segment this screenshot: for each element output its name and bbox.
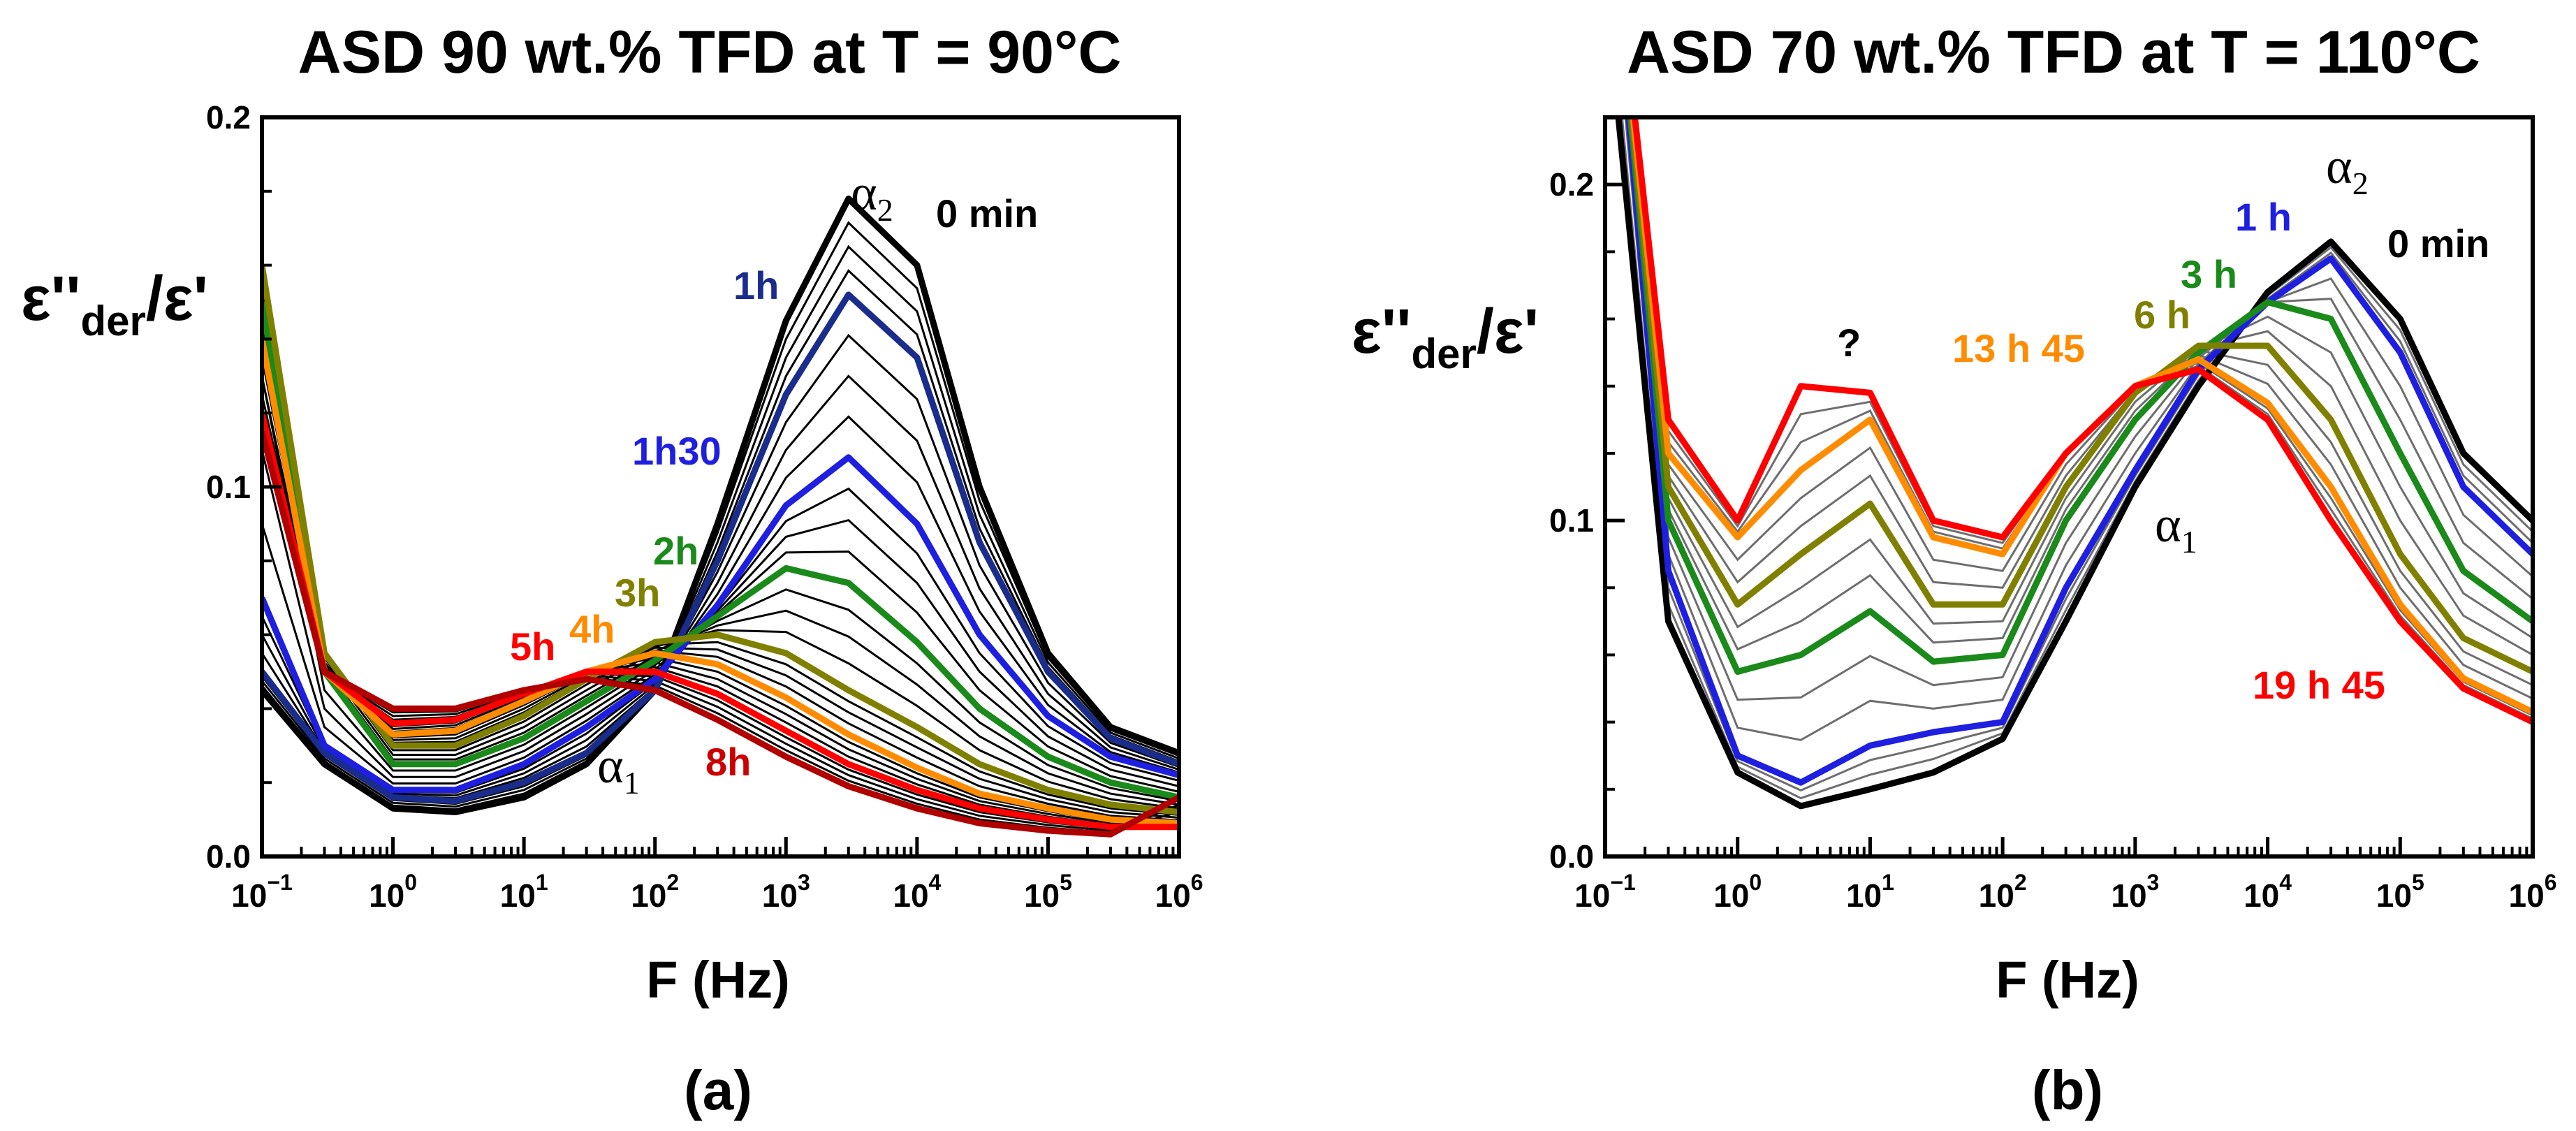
panel-b-x-tick-label: 102 bbox=[1979, 870, 2027, 914]
panel-a-series-0-min bbox=[262, 195, 1179, 815]
panel-b-plot-area bbox=[1615, 117, 2533, 810]
panel-a-annotation-2h: 2h bbox=[653, 529, 698, 573]
panel-a-x-tick-label: 106 bbox=[1155, 870, 1203, 914]
panel-b-alpha1-label: α1 bbox=[2155, 497, 2197, 560]
panel-a-x-tick-label: 102 bbox=[631, 870, 679, 914]
panel-a-intermediate-curve bbox=[262, 283, 1179, 806]
panel-b-ticks: 10−1 100 101 102 103 104 105 106 0.0 0.1 0.2 bbox=[1549, 116, 2557, 914]
panel-a-series-4h bbox=[262, 338, 1179, 826]
panel-a-intermediate-curve bbox=[262, 375, 1179, 826]
panel-b-y-tick-label: 0.2 bbox=[1549, 166, 1594, 203]
panel-b-y-tick-label: 0.1 bbox=[1549, 502, 1594, 539]
panel-a-x-tick-label: 103 bbox=[762, 870, 810, 914]
panel-b-annotation-question: ? bbox=[1837, 321, 1861, 365]
panel-b-annotation-3h: 3 h bbox=[2181, 252, 2237, 296]
panel-a-intermediate-curve bbox=[262, 449, 1179, 787]
panel-a-annotation-3h: 3h bbox=[615, 571, 660, 615]
panel-b-x-axis-label: F (Hz) bbox=[1996, 951, 2139, 1009]
panel-b-series-6-h bbox=[1628, 117, 2533, 675]
panel-a-annotation-4h: 4h bbox=[569, 607, 615, 651]
panel-b-x-tick-label: 104 bbox=[2244, 870, 2292, 914]
panel-a-annotation-0min: 0 min bbox=[936, 191, 1038, 235]
panel-b-x-tick-label: 103 bbox=[2111, 870, 2159, 914]
panel-a-x-tick-label: 104 bbox=[893, 870, 941, 914]
panel-b-annotation-19h45: 19 h 45 bbox=[2253, 663, 2385, 707]
panel-a-series-1h30 bbox=[262, 454, 1179, 794]
panel-a-series-8h bbox=[262, 430, 1179, 838]
panel-a-alpha1-label: α1 bbox=[597, 738, 640, 801]
panel-a-title: ASD 90 wt.% TFD at T = 90°C bbox=[298, 19, 1122, 86]
panel-b-series-19-h-45 bbox=[1632, 117, 2533, 725]
panel-b-intermediate-curve bbox=[1630, 117, 2533, 656]
panel-a-ticks: 10−1 100 101 102 103 104 105 106 0.0 0.1 0.2 bbox=[206, 99, 1203, 914]
panel-a-plot-area bbox=[262, 195, 1179, 838]
panel-a-intermediate-curve bbox=[262, 374, 1179, 797]
panel-a-x-axis-label: F (Hz) bbox=[646, 951, 790, 1009]
panel-b-ylabel-tail: /ε' bbox=[1477, 297, 1539, 367]
panel-b-x-tick-label: 101 bbox=[1846, 870, 1894, 914]
panel-b-y-tick-label: 0.0 bbox=[1549, 838, 1594, 875]
panel-b-x-tick-label: 100 bbox=[1713, 870, 1762, 914]
panel-b-intermediate-curve bbox=[1631, 117, 2533, 700]
panel-a-series-3h bbox=[262, 264, 1179, 815]
panel-a-intermediate-curve bbox=[262, 302, 1179, 819]
panel-a-annotation-1h30: 1h30 bbox=[632, 429, 722, 473]
panel-a-x-tick-label: 105 bbox=[1024, 870, 1072, 914]
panel-a-annotation-5h: 5h bbox=[510, 625, 555, 669]
panel-b-x-tick-label: 106 bbox=[2509, 870, 2557, 914]
panel-b-series-3-h bbox=[1627, 117, 2533, 675]
panel-b-ylabel-sub: der bbox=[1412, 330, 1477, 377]
panel-b-subfigure-label: (b) bbox=[2032, 1059, 2103, 1121]
panel-a-x-tick-label: 100 bbox=[369, 870, 417, 914]
panel-a-ylabel-main: ε'' bbox=[21, 264, 81, 334]
panel-a-series-2h bbox=[262, 301, 1179, 801]
panel-b-annotation-1h: 1 h bbox=[2235, 195, 2292, 239]
panel-b-y-axis-label: ε''der/ε' bbox=[1352, 297, 1539, 377]
panel-a-annotation-8h: 8h bbox=[705, 740, 751, 784]
panel-b-intermediate-curve bbox=[1630, 117, 2533, 651]
panel-b-frame bbox=[1603, 115, 2535, 859]
panel-b: ASD 70 wt.% TFD at T = 110°C 10−1 100 101 1… bbox=[1352, 19, 2557, 1121]
panel-b-series-1-h bbox=[1625, 117, 2533, 786]
panel-a-series-1h bbox=[262, 291, 1179, 805]
panel-a-ylabel-tail: /ε' bbox=[146, 264, 208, 334]
panel-a-x-tick-label: 101 bbox=[500, 870, 548, 914]
panel-a-annotation-1h: 1h bbox=[733, 263, 779, 307]
panel-b-series-0-min bbox=[1615, 117, 2533, 810]
panel-a-subfigure-label: (a) bbox=[684, 1059, 752, 1121]
panel-b-title: ASD 70 wt.% TFD at T = 110°C bbox=[1627, 19, 2480, 86]
panel-a-intermediate-curve bbox=[262, 422, 1179, 832]
panel-b-intermediate-curve bbox=[1628, 117, 2533, 701]
panel-a-x-tick-label: 10−1 bbox=[231, 870, 293, 914]
panel-b-intermediate-curve bbox=[1624, 117, 2533, 792]
panel-a-y-tick-label: 0.2 bbox=[206, 99, 251, 136]
panel-b-intermediate-curve bbox=[1627, 117, 2533, 741]
panel-a-y-tick-label: 0.1 bbox=[206, 469, 251, 505]
panel-b-annotation-13h45: 13 h 45 bbox=[1952, 326, 2085, 370]
panel-a-intermediate-curve bbox=[262, 274, 1179, 810]
panel-a-y-axis-label: ε''der/ε' bbox=[21, 264, 208, 344]
panel-b-x-tick-label: 10−1 bbox=[1574, 870, 1636, 914]
panel-a-y-tick-label: 0.0 bbox=[206, 838, 251, 875]
panel-a-alpha2-label: α2 bbox=[851, 165, 893, 228]
panel-b-intermediate-curve bbox=[1631, 117, 2533, 687]
panel-a-intermediate-curve bbox=[262, 293, 1179, 803]
panel-b-annotation-6h: 6 h bbox=[2134, 293, 2190, 337]
panel-b-intermediate-curve bbox=[1620, 117, 2533, 800]
panel-b-alpha2-label: α2 bbox=[2326, 138, 2369, 201]
panel-b-annotation-0min: 0 min bbox=[2387, 221, 2489, 265]
panel-b-ylabel-main: ε'' bbox=[1352, 297, 1412, 367]
panel-a-ylabel-sub: der bbox=[81, 298, 146, 344]
panel-b-x-tick-label: 105 bbox=[2376, 870, 2424, 914]
panel-a: ASD 90 wt.% TFD at T = 90°C 10−1 100 101 10… bbox=[21, 19, 1203, 1121]
panel-a-intermediate-curve bbox=[262, 245, 1179, 808]
panel-a-series-5h bbox=[262, 412, 1179, 831]
